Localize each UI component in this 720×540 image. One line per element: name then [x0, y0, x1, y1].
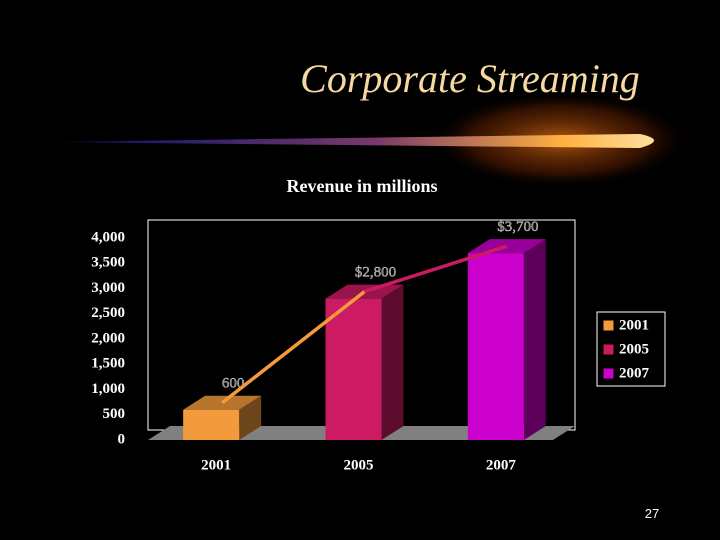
- bar: [467, 253, 524, 440]
- title-swoosh: [40, 134, 654, 148]
- y-tick-label: 2,000: [91, 330, 125, 346]
- x-tick-label: 2005: [344, 457, 374, 473]
- legend-swatch: [602, 319, 615, 332]
- bar: [325, 298, 382, 440]
- chart: 05001,0001,5002,0002,5003,0003,5004,0006…: [91, 219, 666, 473]
- legend-label: 2005: [619, 341, 649, 357]
- trend-line: [221, 290, 366, 405]
- bar-top: [183, 395, 262, 410]
- y-tick-label: 2,500: [91, 305, 125, 321]
- y-tick-label: 500: [103, 406, 126, 422]
- x-tick-label: 2001: [201, 457, 231, 473]
- y-tick-label: 1,000: [91, 381, 125, 397]
- legend-label: 2001: [619, 317, 649, 333]
- bar-side: [381, 284, 404, 440]
- y-tick-label: 1,500: [91, 356, 125, 372]
- bar-side: [523, 239, 546, 440]
- x-tick-label: 2007: [486, 457, 517, 473]
- y-tick-label: 3,500: [91, 255, 125, 271]
- y-tick-label: 4,000: [91, 229, 125, 245]
- value-label: $2,800: [355, 265, 396, 281]
- slide-title: Corporate Streaming: [300, 56, 640, 101]
- trend-line: [363, 244, 508, 294]
- value-label: $3,700: [497, 219, 538, 235]
- legend-label: 2007: [619, 365, 650, 381]
- y-tick-label: 3,000: [91, 280, 125, 296]
- legend-swatch: [602, 367, 615, 380]
- page-number: 27: [645, 506, 659, 521]
- bar-side: [239, 395, 262, 440]
- legend-swatch: [602, 343, 615, 356]
- bar: [183, 409, 240, 440]
- chart-title: Revenue in millions: [286, 176, 437, 196]
- y-tick-label: 0: [118, 431, 126, 447]
